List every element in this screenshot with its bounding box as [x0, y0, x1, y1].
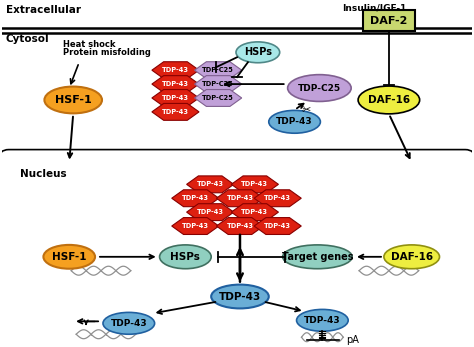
Text: DAF-16: DAF-16: [391, 252, 433, 262]
Text: DAF-16: DAF-16: [368, 95, 410, 105]
Text: TDP-C25: TDP-C25: [202, 81, 234, 87]
Text: TDP-C25: TDP-C25: [202, 95, 234, 101]
Polygon shape: [152, 90, 199, 107]
Polygon shape: [187, 204, 234, 221]
Ellipse shape: [269, 110, 320, 133]
Ellipse shape: [297, 310, 348, 331]
Text: Target genes: Target genes: [282, 252, 353, 262]
Text: TDP-43: TDP-43: [227, 223, 254, 229]
Polygon shape: [194, 90, 242, 107]
Text: TDP-43: TDP-43: [276, 117, 313, 126]
Polygon shape: [194, 62, 242, 79]
FancyBboxPatch shape: [0, 150, 474, 347]
Text: HSPs: HSPs: [244, 47, 272, 57]
Text: Insulin/IGF-1: Insulin/IGF-1: [342, 4, 406, 13]
Ellipse shape: [384, 245, 439, 269]
Ellipse shape: [211, 285, 269, 308]
Polygon shape: [254, 218, 301, 235]
Text: HSPs: HSPs: [171, 252, 201, 262]
Polygon shape: [231, 176, 278, 193]
Text: ✂: ✂: [302, 105, 311, 115]
Polygon shape: [217, 190, 264, 207]
Ellipse shape: [160, 245, 211, 269]
Text: TDP-43: TDP-43: [162, 95, 189, 101]
Text: TDP-43: TDP-43: [110, 319, 147, 328]
Text: TDP-43: TDP-43: [241, 181, 268, 187]
Text: Cytosol: Cytosol: [6, 34, 49, 44]
Text: TDP-43: TDP-43: [162, 81, 189, 87]
Text: Extracellular: Extracellular: [6, 5, 81, 15]
Text: TDP-43: TDP-43: [264, 223, 291, 229]
Text: TDP-43: TDP-43: [219, 291, 261, 302]
Ellipse shape: [45, 86, 102, 113]
Text: TDP-43: TDP-43: [162, 67, 189, 73]
Polygon shape: [152, 62, 199, 79]
Polygon shape: [152, 76, 199, 93]
Ellipse shape: [288, 75, 351, 101]
Text: HSF-1: HSF-1: [55, 95, 91, 105]
Polygon shape: [194, 76, 242, 93]
Polygon shape: [254, 190, 301, 207]
Text: TDP-43: TDP-43: [197, 209, 224, 215]
Text: TDP-43: TDP-43: [264, 195, 291, 201]
Ellipse shape: [236, 42, 280, 63]
FancyBboxPatch shape: [4, 154, 470, 347]
Polygon shape: [217, 218, 264, 235]
Text: HSF-1: HSF-1: [52, 252, 86, 262]
FancyBboxPatch shape: [363, 10, 415, 32]
Text: TDP-43: TDP-43: [182, 195, 209, 201]
Text: TDP-43: TDP-43: [197, 181, 224, 187]
Polygon shape: [152, 103, 199, 120]
Text: TDP-43: TDP-43: [182, 223, 209, 229]
Polygon shape: [187, 176, 234, 193]
Text: TDP-43: TDP-43: [304, 316, 341, 325]
Polygon shape: [231, 204, 278, 221]
Text: TDP-43: TDP-43: [241, 209, 268, 215]
Text: TDP-43: TDP-43: [162, 109, 189, 115]
Text: Nucleus: Nucleus: [19, 169, 66, 179]
Ellipse shape: [358, 86, 419, 114]
Ellipse shape: [283, 245, 352, 269]
Text: TDP-C25: TDP-C25: [202, 67, 234, 73]
Text: pA: pA: [346, 335, 359, 345]
Text: TDP-C25: TDP-C25: [298, 84, 341, 93]
Text: Protein misfolding: Protein misfolding: [64, 48, 151, 57]
Text: Heat shock: Heat shock: [64, 40, 116, 49]
Ellipse shape: [44, 245, 95, 269]
Ellipse shape: [103, 312, 155, 334]
Polygon shape: [172, 218, 219, 235]
Polygon shape: [172, 190, 219, 207]
Text: TDP-43: TDP-43: [227, 195, 254, 201]
Text: DAF-2: DAF-2: [370, 16, 408, 26]
